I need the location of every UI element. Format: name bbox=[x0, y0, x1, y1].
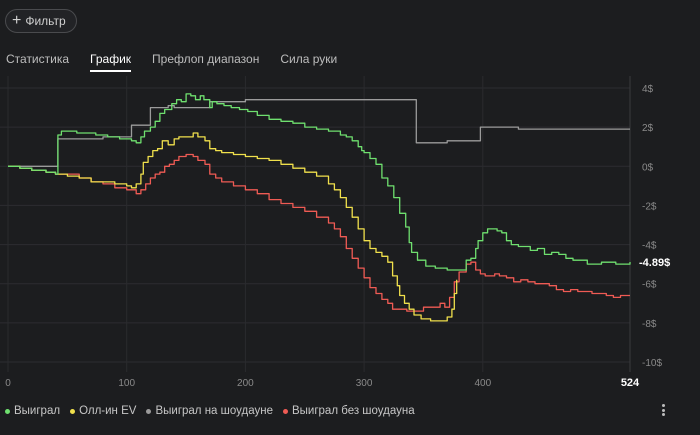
legend-label-showdown: Выиграл на шоудауне bbox=[155, 405, 273, 417]
legend-label-non-showdown: Выиграл без шоудауна bbox=[291, 405, 415, 417]
y-tick-label: -8$ bbox=[642, 319, 657, 330]
legend-dot-allin-ev bbox=[70, 408, 76, 414]
legend-dot-showdown bbox=[146, 408, 152, 414]
x-tick-label: 100 bbox=[118, 378, 135, 389]
filter-button[interactable]: + Фильтр bbox=[5, 9, 77, 33]
legend-item-showdown[interactable]: Выиграл на шоудауне bbox=[146, 405, 273, 417]
y-tick-label: -6$ bbox=[642, 280, 657, 291]
plus-icon: + bbox=[12, 12, 22, 29]
y-tick-label: -2$ bbox=[642, 201, 657, 212]
legend-item-allin-ev[interactable]: Олл-ин EV bbox=[70, 405, 136, 417]
tab-preflop-range[interactable]: Префлоп диапазон bbox=[152, 52, 260, 66]
x-tick-label: 200 bbox=[237, 378, 254, 389]
vertical-dots-icon[interactable] bbox=[658, 402, 668, 418]
y-tick-label: -10$ bbox=[642, 358, 662, 369]
tab-statistics[interactable]: Статистика bbox=[6, 52, 70, 66]
tab-bar: Статистика График Префлоп диапазон Сила … bbox=[6, 52, 358, 72]
series-line-won bbox=[8, 93, 631, 271]
legend-label-allin-ev: Олл-ин EV bbox=[79, 405, 137, 417]
legend-item-non-showdown[interactable]: Выиграл без шоудауна bbox=[282, 405, 415, 417]
menu-dot bbox=[661, 413, 665, 416]
tab-graph[interactable]: График bbox=[90, 52, 132, 72]
legend-item-won[interactable]: Выиграл bbox=[5, 405, 60, 417]
y-tick-label: 2$ bbox=[642, 123, 654, 134]
x-tick-label: 400 bbox=[474, 378, 491, 389]
chart-legend: Выиграл Олл-ин EV Выиграл на шоудауне Вы… bbox=[5, 405, 415, 417]
menu-dot bbox=[661, 404, 665, 407]
y-tick-label: 0$ bbox=[642, 162, 654, 173]
y-tick-label: 4$ bbox=[642, 84, 654, 95]
tab-hand-strength[interactable]: Сила руки bbox=[280, 52, 338, 66]
x-tick-label: 0 bbox=[5, 378, 11, 389]
y-tick-label: -4$ bbox=[642, 241, 657, 252]
menu-dot bbox=[661, 408, 665, 412]
x-tick-label: 300 bbox=[356, 378, 373, 389]
series-line-allin-ev bbox=[8, 132, 458, 322]
end-value-label: -4.89$ bbox=[639, 257, 670, 269]
x-end-label: 524 bbox=[621, 377, 640, 389]
series-line-showdown bbox=[8, 99, 630, 167]
filter-label: Фильтр bbox=[25, 14, 66, 28]
legend-dot-non-showdown bbox=[282, 408, 288, 414]
legend-label-won: Выиграл bbox=[14, 405, 61, 417]
legend-dot-won bbox=[5, 408, 10, 414]
winnings-chart: 4$ 2$ 0$ -2$ -4$ -6$ -8$ -10$ 0 100 200 300 400 524 -4… bbox=[0, 76, 670, 389]
series-line-non-showdown bbox=[8, 153, 630, 312]
